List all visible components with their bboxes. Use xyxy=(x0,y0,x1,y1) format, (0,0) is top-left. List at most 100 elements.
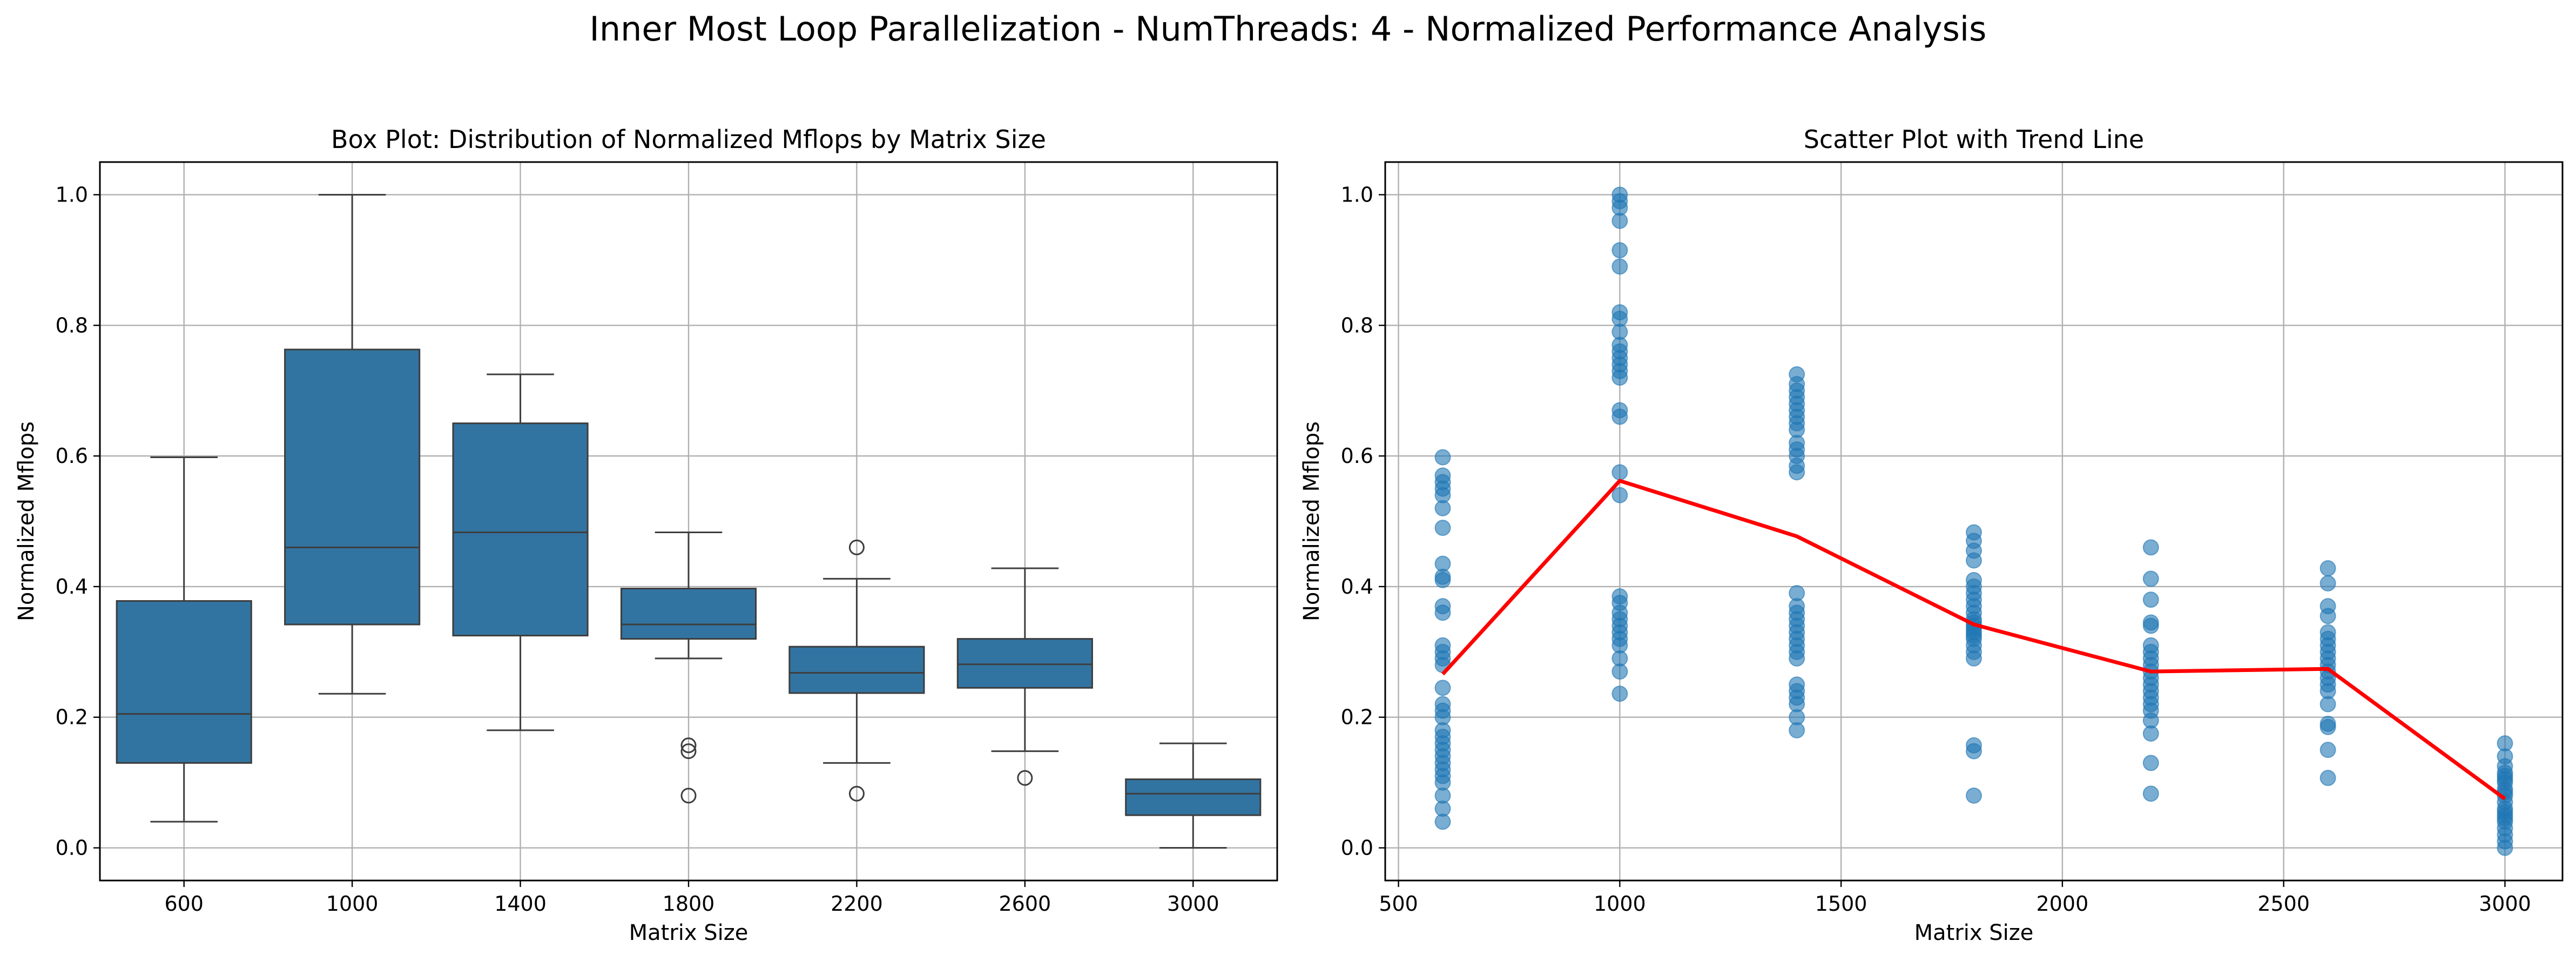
box-plot-panel: 0.0 0.2 0.4 0.6 0.8 1.0 600 1000 1400 1800 2200 260… xyxy=(14,125,1278,945)
box-outlier xyxy=(848,785,865,802)
scatter-point xyxy=(1434,520,1451,536)
box-plot-ylabel: Normalized Mflops xyxy=(14,421,39,621)
scatter-plot-ylabel: Normalized Mflops xyxy=(1299,421,1324,621)
scatter-point xyxy=(1789,722,1805,738)
scatter-point xyxy=(2319,608,2336,624)
scatter-xtick-label: 1500 xyxy=(1815,892,1867,916)
box-group-2200 xyxy=(788,539,925,802)
box-ytick-label: 0.4 xyxy=(56,575,88,599)
scatter-point xyxy=(2319,742,2336,758)
scatter-plot-xlabel: Matrix Size xyxy=(1914,920,2034,945)
box-group-1400 xyxy=(452,373,589,731)
box-xtick-label: 2600 xyxy=(999,892,1051,916)
box-ytick-label: 0.2 xyxy=(56,705,88,729)
scatter-points-3000 xyxy=(2497,735,2513,856)
scatter-plot-ticks: 0.0 0.2 0.4 0.6 0.8 1.0 500 1000 1500 2000 2500 300… xyxy=(1341,183,2531,916)
scatter-ytick-label: 0.2 xyxy=(1341,705,1373,729)
box-xtick-label: 600 xyxy=(164,892,204,916)
scatter-xtick-label: 2000 xyxy=(2036,892,2089,916)
scatter-ytick-label: 1.0 xyxy=(1341,183,1373,206)
scatter-point xyxy=(2319,575,2336,592)
scatter-plot-panel: 0.0 0.2 0.4 0.6 0.8 1.0 500 1000 1500 2000 2500 300… xyxy=(1299,125,2564,945)
scatter-points-1000 xyxy=(1611,186,1628,702)
box-xtick-label: 1400 xyxy=(494,892,547,916)
scatter-point xyxy=(2142,755,2159,771)
scatter-point xyxy=(1611,369,1628,386)
box-outlier xyxy=(848,539,865,555)
box-xtick-label: 2200 xyxy=(831,892,883,916)
scatter-plot-marks xyxy=(1434,186,2513,856)
box-outlier xyxy=(680,743,697,760)
scatter-point xyxy=(1611,663,1628,680)
box-iqr xyxy=(284,348,421,626)
box-ytick-label: 0.0 xyxy=(56,836,88,860)
box-xtick-label: 3000 xyxy=(1167,892,1219,916)
scatter-xtick-label: 3000 xyxy=(2479,892,2531,916)
box-group-1800 xyxy=(620,532,757,804)
box-iqr xyxy=(956,638,1093,689)
scatter-point xyxy=(2319,770,2336,787)
scatter-point xyxy=(1966,743,1982,760)
scatter-plot-title: Scatter Plot with Trend Line xyxy=(1804,125,2145,154)
scatter-point xyxy=(1611,487,1628,503)
scatter-point xyxy=(1434,572,1451,588)
scatter-ytick-label: 0.8 xyxy=(1341,313,1373,337)
box-group-600 xyxy=(116,456,252,823)
box-outlier xyxy=(680,788,697,804)
box-iqr xyxy=(620,588,757,640)
box-plot-marks xyxy=(116,193,1262,849)
box-plot-ticks: 0.0 0.2 0.4 0.6 0.8 1.0 600 1000 1400 1800 2200 260… xyxy=(56,183,1219,916)
box-iqr xyxy=(116,600,252,764)
scatter-point xyxy=(1611,686,1628,702)
box-plot-xlabel: Matrix Size xyxy=(629,920,748,945)
trend-line xyxy=(1441,479,2506,801)
scatter-point xyxy=(2142,570,2159,587)
scatter-ytick-label: 0.4 xyxy=(1341,575,1373,599)
scatter-point xyxy=(2142,725,2159,742)
scatter-point xyxy=(2142,592,2159,608)
box-outlier xyxy=(1017,770,1033,786)
scatter-point xyxy=(1789,464,1805,481)
scatter-points-1400 xyxy=(1789,366,1805,738)
scatter-point xyxy=(1611,258,1628,275)
scatter-points-1800 xyxy=(1966,524,1982,804)
scatter-point xyxy=(2319,696,2336,713)
figure-suptitle: Inner Most Loop Parallelization - NumThr… xyxy=(590,9,1987,49)
scatter-ytick-label: 0.0 xyxy=(1341,836,1373,860)
scatter-point xyxy=(1611,242,1628,259)
scatter-point xyxy=(1434,500,1451,516)
scatter-point xyxy=(1611,408,1628,425)
box-ytick-label: 1.0 xyxy=(56,183,88,206)
box-iqr xyxy=(452,422,589,637)
scatter-point xyxy=(2319,718,2336,735)
scatter-plot-frame xyxy=(1384,161,2564,882)
scatter-point xyxy=(1966,552,1982,569)
scatter-plot-grid xyxy=(1385,162,2562,881)
box-ytick-label: 0.8 xyxy=(56,313,88,337)
scatter-point xyxy=(2319,560,2336,577)
scatter-point xyxy=(2142,617,2159,634)
box-xtick-label: 1800 xyxy=(663,892,715,916)
scatter-point xyxy=(1434,680,1451,696)
scatter-points-600 xyxy=(1434,449,1451,830)
scatter-point xyxy=(1966,787,1982,804)
scatter-xtick-label: 500 xyxy=(1379,892,1418,916)
scatter-point xyxy=(1966,650,1982,667)
box-group-2600 xyxy=(956,567,1093,786)
scatter-point xyxy=(2142,785,2159,802)
scatter-point xyxy=(1611,212,1628,229)
scatter-ytick-label: 0.6 xyxy=(1341,444,1373,468)
box-iqr xyxy=(1125,778,1262,816)
scatter-xtick-label: 2500 xyxy=(2257,892,2310,916)
scatter-point xyxy=(1434,604,1451,621)
box-iqr xyxy=(788,646,925,694)
scatter-point xyxy=(1434,449,1451,466)
scatter-point xyxy=(1611,464,1628,481)
scatter-point xyxy=(1789,650,1805,667)
box-xtick-label: 1000 xyxy=(326,892,379,916)
scatter-point xyxy=(2497,839,2513,856)
scatter-point xyxy=(2142,539,2159,556)
box-plot-grid xyxy=(100,162,1277,881)
box-group-3000 xyxy=(1125,742,1262,849)
